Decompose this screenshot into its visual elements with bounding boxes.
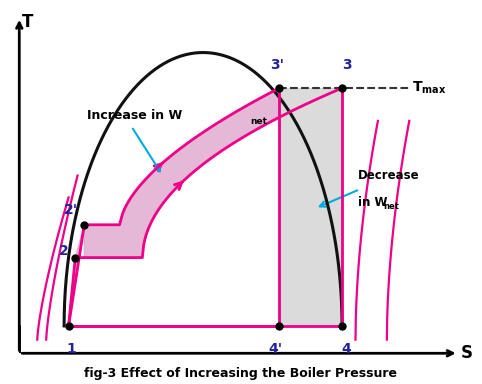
- Text: S: S: [461, 344, 473, 362]
- Text: fig-3 Effect of Increasing the Boiler Pressure: fig-3 Effect of Increasing the Boiler Pr…: [84, 367, 398, 380]
- Text: net: net: [383, 202, 399, 211]
- Text: 3': 3': [270, 58, 284, 72]
- Polygon shape: [84, 88, 279, 258]
- Text: 4': 4': [268, 342, 283, 356]
- Text: T: T: [22, 13, 33, 31]
- Text: Increase in W: Increase in W: [87, 109, 182, 122]
- Text: in W: in W: [358, 196, 387, 209]
- Text: 1: 1: [66, 342, 76, 356]
- Text: Decrease: Decrease: [358, 169, 419, 182]
- Text: 4: 4: [342, 342, 351, 356]
- Text: T$_{\mathregular{max}}$: T$_{\mathregular{max}}$: [412, 80, 446, 96]
- Text: 3: 3: [342, 58, 351, 72]
- Text: net: net: [250, 118, 267, 126]
- Polygon shape: [279, 88, 342, 326]
- Text: 2': 2': [64, 203, 78, 217]
- Polygon shape: [68, 225, 84, 326]
- Text: 2: 2: [59, 244, 69, 258]
